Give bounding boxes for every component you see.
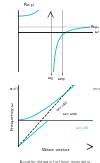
Text: $\omega = ck_1$: $\omega = ck_1$: [75, 124, 90, 132]
Text: $\omega = \omega_{mp}$: $\omega = \omega_{mp}$: [62, 111, 78, 119]
Text: Re $\mu$: Re $\mu$: [23, 1, 35, 9]
Text: $\omega = ck_0$: $\omega = ck_0$: [55, 98, 71, 114]
Text: $\bf{b}$ scatter diagram for these resonators: $\bf{b}$ scatter diagram for these reson…: [19, 158, 92, 163]
Y-axis label: Frequency $\omega$: Frequency $\omega$: [9, 101, 17, 131]
Text: Re$\mu_\infty$ = 1: Re$\mu_\infty$ = 1: [90, 23, 100, 31]
X-axis label: Wave vector: Wave vector: [42, 148, 69, 152]
Text: $\omega$: $\omega$: [94, 29, 99, 35]
Text: $\bf{a}$ effective permeability of cut circular resonators: $\bf{a}$ effective permeability of cut c…: [10, 85, 100, 93]
